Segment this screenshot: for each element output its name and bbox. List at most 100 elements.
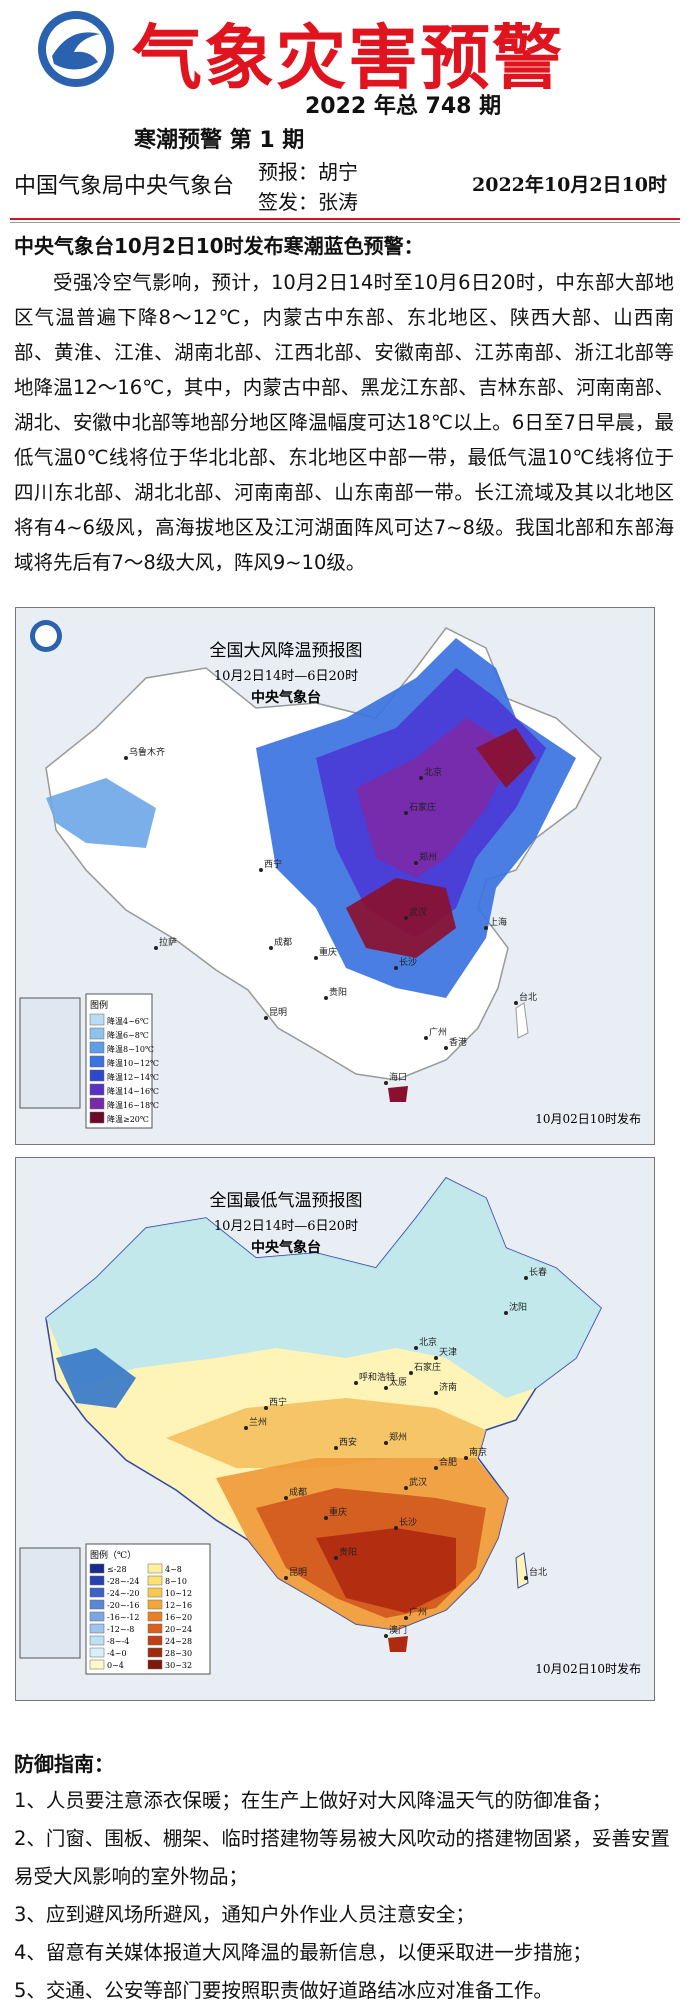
city-dot (259, 868, 263, 872)
legend-label: -4~0 (107, 1649, 127, 1658)
city-dot (269, 946, 273, 950)
legend-label: -16~-12 (107, 1613, 139, 1622)
city-label: 广州 (429, 1026, 447, 1038)
legend-swatch (89, 1083, 105, 1096)
city-label: 呼和浩特 (359, 1371, 395, 1383)
guide-item: 3、应到避风场所避风，通知户外作业人员注意安全； (14, 1903, 475, 1926)
hainan (388, 1636, 408, 1652)
city-label: 长沙 (399, 956, 417, 968)
city-dot (244, 1426, 248, 1430)
guide-heading: 防御指南： (14, 1752, 114, 1776)
city-label: 北京 (419, 1336, 437, 1348)
map-title: 全国最低气温预报图 (210, 1191, 363, 1211)
city-dot (504, 1311, 508, 1315)
city-dot (384, 1386, 388, 1390)
legend-label: 降温8~10℃ (107, 1044, 154, 1054)
legend-label: 0~4 (107, 1661, 124, 1670)
legend-label: ≤-28 (107, 1565, 127, 1574)
city-dot (414, 1346, 418, 1350)
city-label: 长沙 (399, 1516, 417, 1528)
guide-item: 4、留意有关媒体报道大风降温的最新信息，以便采取进一步措施； (14, 1941, 592, 1964)
region (316, 1528, 456, 1613)
city-dot (444, 1046, 448, 1050)
city-dot (154, 946, 158, 950)
city-dot (419, 776, 423, 780)
legend-label: 降温4~6℃ (107, 1016, 149, 1026)
region (166, 1398, 486, 1468)
issuer: 签发：张涛 (258, 190, 358, 214)
city-dot (334, 1556, 338, 1560)
legend-swatch (89, 1069, 105, 1082)
city-label: 成都 (289, 1486, 307, 1498)
legend-swatch (147, 1611, 163, 1622)
legend-label: 4~8 (165, 1565, 182, 1574)
legend-label: 28~30 (165, 1649, 192, 1658)
city-dot (414, 861, 418, 865)
city-dot (424, 1036, 428, 1040)
rule (10, 218, 680, 220)
legend-label: 30~32 (165, 1661, 192, 1670)
city-dot (124, 756, 128, 760)
legend-label: 降温16~18℃ (107, 1100, 159, 1110)
city-label: 西宁 (269, 1396, 287, 1408)
legend-label: 16~20 (165, 1613, 192, 1622)
published: 10月02日10时发布 (535, 1661, 641, 1676)
city-dot (284, 1496, 288, 1500)
city-label: 贵阳 (339, 1546, 357, 1558)
legend-swatch (89, 1623, 105, 1634)
forecaster: 预报：胡宁 (258, 160, 358, 184)
city-label: 拉萨 (159, 936, 177, 948)
region (346, 878, 456, 958)
city-dot (314, 956, 318, 960)
legend-swatch (89, 1027, 105, 1040)
legend-swatch (89, 1563, 105, 1574)
legend-label: 降温6~8℃ (107, 1030, 149, 1040)
city-dot (484, 926, 488, 930)
map-period: 10月2日14时—6日20时 (214, 1219, 358, 1234)
city-label: 香港 (449, 1036, 467, 1048)
city-label: 长春 (529, 1266, 547, 1278)
city-dot (404, 1486, 408, 1490)
hainan (388, 1086, 408, 1102)
city-dot (404, 811, 408, 815)
city-label: 武汉 (409, 1476, 427, 1488)
city-dot (514, 1001, 518, 1005)
city-dot (434, 1391, 438, 1395)
city-label: 北京 (424, 766, 442, 778)
city-dot (524, 1276, 528, 1280)
city-label: 济南 (439, 1381, 457, 1393)
city-label: 南京 (469, 1446, 487, 1458)
guide-item: 2、门窗、围板、棚架、临时搭建物等易被大风吹动的搭建物固紧，妥善安置易受大风影响… (14, 1827, 670, 1888)
published: 10月02日10时发布 (535, 1111, 641, 1126)
city-dot (524, 1576, 528, 1580)
legend-swatch (147, 1599, 163, 1610)
legend-label: 降温10~12℃ (107, 1058, 159, 1068)
legend-swatch (89, 1587, 105, 1598)
legend-swatch (147, 1587, 163, 1598)
city-dot (404, 1616, 408, 1620)
map-logo (35, 625, 57, 647)
city-dot (394, 1526, 398, 1530)
region (356, 718, 516, 878)
city-dot (434, 1466, 438, 1470)
legend-label: -20~-16 (107, 1601, 139, 1610)
map-period: 10月2日14时—6日20时 (214, 669, 358, 684)
city-label: 台北 (519, 991, 537, 1003)
legend-swatch (89, 1635, 105, 1646)
inset (19, 1547, 81, 1659)
guide-item: 1、人员要注意添衣保暖；在生产上做好对大风降温天气的防御准备； (14, 1789, 612, 1812)
city-dot (264, 1406, 268, 1410)
guide-list: 1、人员要注意添衣保暖；在生产上做好对大风降温天气的防御准备； 2、门窗、围板、棚… (14, 1782, 674, 2010)
legend-label: 12~16 (165, 1601, 192, 1610)
legend-swatch (89, 1013, 105, 1026)
guide-item: 5、交通、公安等部门要按照职责做好道路结冰应对准备工作。 (14, 1979, 553, 2002)
legend-swatch (147, 1659, 163, 1670)
inset (19, 997, 81, 1109)
city-label: 重庆 (329, 1506, 347, 1518)
legend-label: 降温14~16℃ (107, 1086, 159, 1096)
city-label: 贵阳 (329, 986, 347, 998)
city-label: 上海 (489, 916, 507, 928)
map-agency: 中央气象台 (251, 689, 321, 706)
